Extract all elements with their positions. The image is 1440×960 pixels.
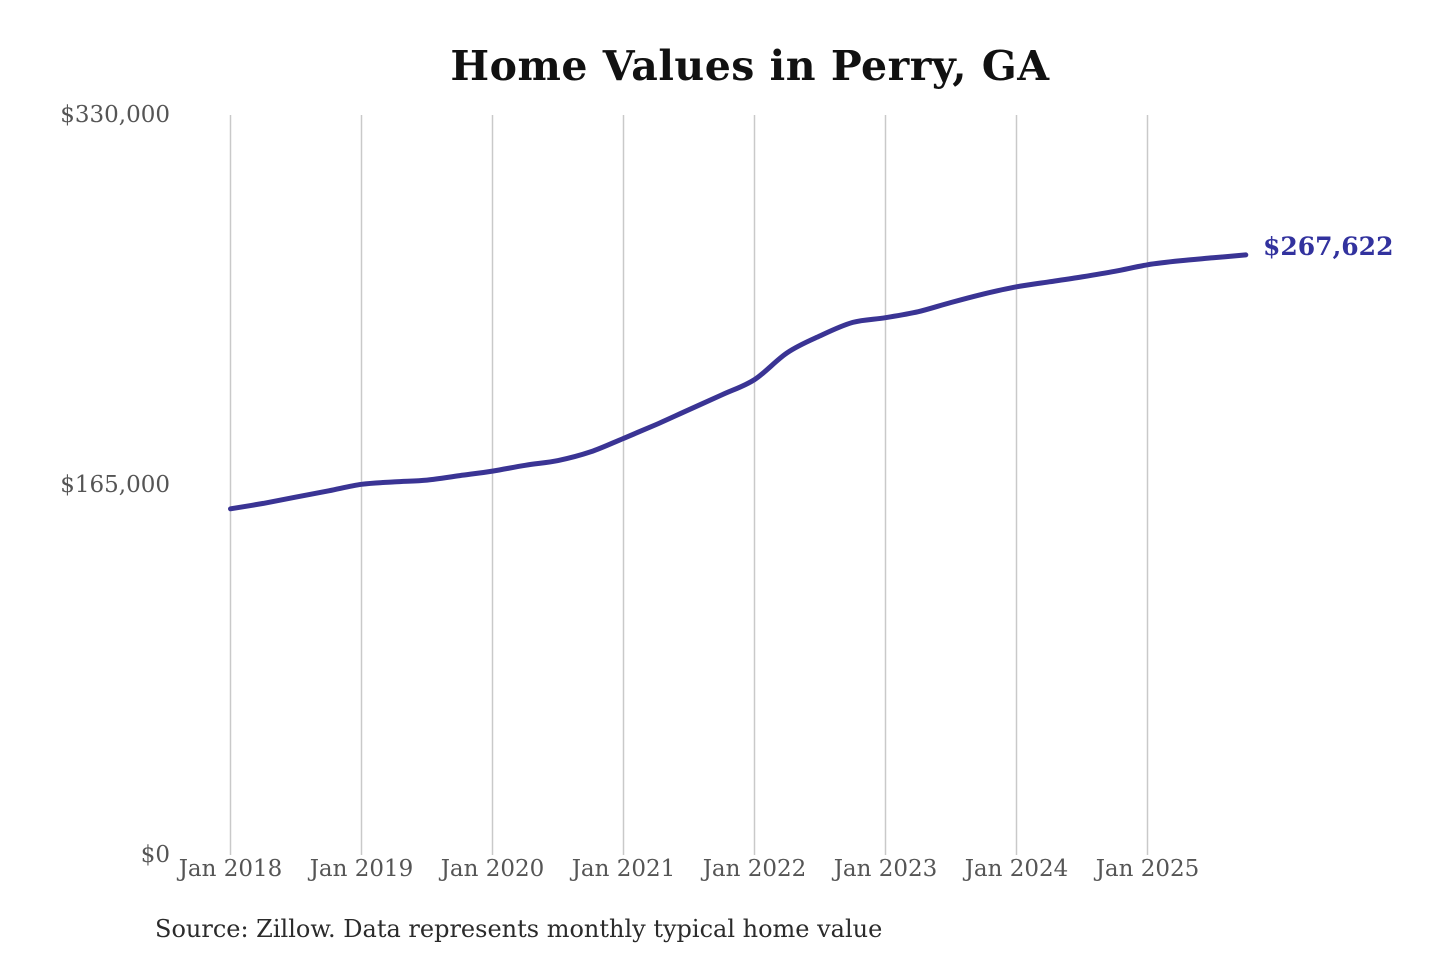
chart-title: Home Values in Perry, GA [450,42,1050,90]
x-tick-label: Jan 2025 [1095,856,1200,882]
x-tick-label: Jan 2023 [833,856,938,882]
x-tick-label: Jan 2021 [571,856,676,882]
x-tick-label: Jan 2024 [964,856,1069,882]
y-tick-label: $165,000 [60,472,170,498]
y-tick-label: $330,000 [60,102,170,128]
source-note: Source: Zillow. Data represents monthly … [155,915,883,943]
latest-value-label: $267,622 [1263,232,1394,261]
x-tick-label: Jan 2022 [702,856,807,882]
x-tick-label: Jan 2018 [178,856,283,882]
home-values-line [228,252,1249,512]
x-tick-label: Jan 2019 [309,856,414,882]
x-tick-label: Jan 2020 [440,856,545,882]
y-tick-label: $0 [140,842,170,868]
